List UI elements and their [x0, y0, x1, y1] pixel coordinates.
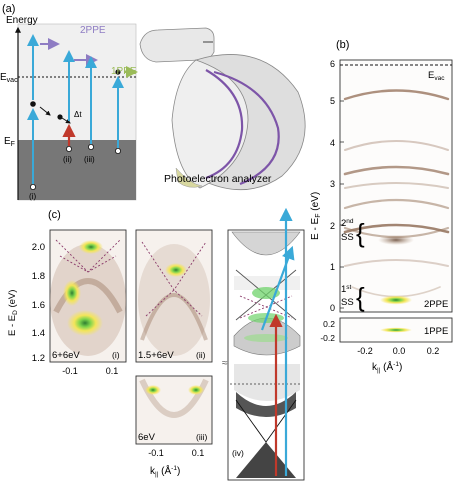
subpanel-i-tag: 6+6eV — [52, 350, 80, 361]
panel-c-ylabel: E - ED (eV) — [7, 290, 19, 336]
ss1-label-ss: SS — [341, 297, 354, 308]
subpanel-i-spot-left — [63, 280, 81, 306]
panel-b-ylabel: E - EF (eV) — [310, 192, 322, 240]
subpanel-iii-spot-right — [188, 385, 204, 395]
panel-b: (b) Evac 2nd SS { 1st SS { 2PPE 0 1 — [310, 39, 453, 374]
panel-b-inset-y-ticks: 0.2 -0.2 — [320, 319, 335, 343]
photoelectron-analyzer-icon — [139, 27, 306, 191]
path-label-i: (i) — [29, 192, 36, 201]
electron-ii-intermediate — [57, 114, 63, 120]
svg-text:-0.1: -0.1 — [148, 448, 164, 458]
panel-c-label: (c) — [48, 209, 61, 221]
subpanel-ii-num: (ii) — [196, 350, 206, 360]
path-label-iii: (iii) — [84, 155, 95, 164]
relaxation-arrow-2 — [61, 117, 71, 124]
svg-text:3: 3 — [330, 179, 335, 189]
svg-text:6: 6 — [330, 59, 335, 69]
panel-b-y-ticks: 0 1 2 3 4 5 6 — [330, 59, 335, 313]
oneppe-label: 1PPE — [111, 66, 137, 77]
panel-b-xlabel: k|| (Å-1) — [372, 360, 402, 374]
ss2-label: 2nd — [341, 218, 354, 229]
svg-text:1: 1 — [330, 262, 335, 272]
delta-t-label: Δt — [74, 110, 82, 119]
svg-text:2: 2 — [330, 221, 335, 231]
subpanel-iii-spot-left — [145, 385, 161, 395]
subpanel-i-cone — [53, 278, 123, 314]
ss1-brace: { — [356, 282, 365, 312]
electron-i-intermediate — [30, 101, 36, 107]
analyzer-caption: Photoelectron analyzer — [164, 173, 272, 185]
svg-text:0.2: 0.2 — [427, 346, 440, 356]
svg-text:0.1: 0.1 — [106, 366, 119, 376]
relaxation-arrow-1 — [39, 106, 51, 116]
twoppe-label: 2PPE — [80, 25, 106, 36]
ss2-brace: { — [356, 218, 365, 248]
panel-c-xlabel: k|| (Å-1) — [150, 464, 180, 478]
panel-b-label: (b) — [336, 39, 349, 51]
svg-text:1.2: 1.2 — [32, 353, 45, 364]
svg-text:5: 5 — [330, 96, 335, 106]
svg-text:0: 0 — [330, 303, 335, 313]
subpanel-i-num: (i) — [112, 350, 120, 360]
ss1-label: 1st — [341, 284, 352, 295]
path-label-ii: (ii) — [63, 155, 72, 164]
electron-iii-second — [115, 147, 122, 154]
svg-text:≈: ≈ — [222, 358, 228, 369]
electron-i-initial — [29, 183, 36, 190]
svg-text:-0.2: -0.2 — [357, 346, 373, 356]
energy-axis-label: Energy — [6, 15, 38, 26]
panel-c-y-ticks: 2.0 1.8 1.6 1.4 1.2 — [32, 242, 45, 364]
subpanel-i-spot-lower — [67, 310, 103, 336]
svg-text:1.4: 1.4 — [32, 328, 45, 339]
oneppe-spot — [380, 327, 412, 333]
subpanel-iv-num: (iv) — [232, 448, 244, 458]
subpanel-i-x-ticks: -0.1 0.1 — [62, 366, 118, 376]
band-spot-1st-ss — [380, 295, 412, 305]
svg-text:1.8: 1.8 — [32, 271, 45, 282]
subpanel-ii-spot — [165, 263, 187, 277]
svg-text:0.0: 0.0 — [393, 346, 406, 356]
electron-ii-initial — [66, 145, 73, 152]
svg-text:2.0: 2.0 — [32, 242, 45, 253]
panel-c: (c) 6+6eV (i) 2.0 1.8 1.6 1.4 1.2 E - ED… — [7, 207, 305, 481]
subpanel-iii-x-ticks: -0.1 0.1 — [148, 448, 204, 458]
svg-text:0.1: 0.1 — [192, 448, 205, 458]
subpanel-iii-tag: 6eV — [138, 432, 156, 443]
svg-text:4: 4 — [330, 138, 335, 148]
subpanel-ii-dirac-lines — [141, 241, 207, 317]
ef-label: EF — [4, 136, 15, 148]
svg-text:-0.1: -0.1 — [62, 366, 78, 376]
tag-2ppe: 2PPE — [424, 299, 448, 310]
panel-a-label: (a) — [2, 3, 15, 15]
band-image — [343, 89, 450, 298]
panel-a: (a) Energy Evac EF Δt 2PPE — [0, 3, 306, 201]
ss2-label-ss: SS — [341, 232, 354, 243]
svg-text:-0.2: -0.2 — [320, 333, 335, 343]
subpanel-ii-tag: 1.5+6eV — [138, 350, 174, 361]
subpanel-i-spot-upper — [79, 240, 103, 254]
electron-iii-initial — [88, 143, 95, 150]
evac-label: Evac — [0, 72, 18, 84]
electron-iii-intermediate — [115, 69, 121, 75]
tag-1ppe: 1PPE — [424, 326, 448, 337]
band-spot-2nd-ss — [378, 235, 414, 245]
subpanel-iii-num: (iii) — [196, 432, 207, 442]
panel-b-evac-label: Evac — [428, 70, 445, 82]
svg-text:1.6: 1.6 — [32, 300, 45, 311]
panel-b-x-ticks: -0.2 0.0 0.2 — [357, 346, 439, 356]
subpanel-iv-schematic: ≈ — [222, 207, 305, 481]
subpanel-i-dirac-lines — [55, 239, 121, 273]
svg-text:0.2: 0.2 — [323, 319, 335, 329]
